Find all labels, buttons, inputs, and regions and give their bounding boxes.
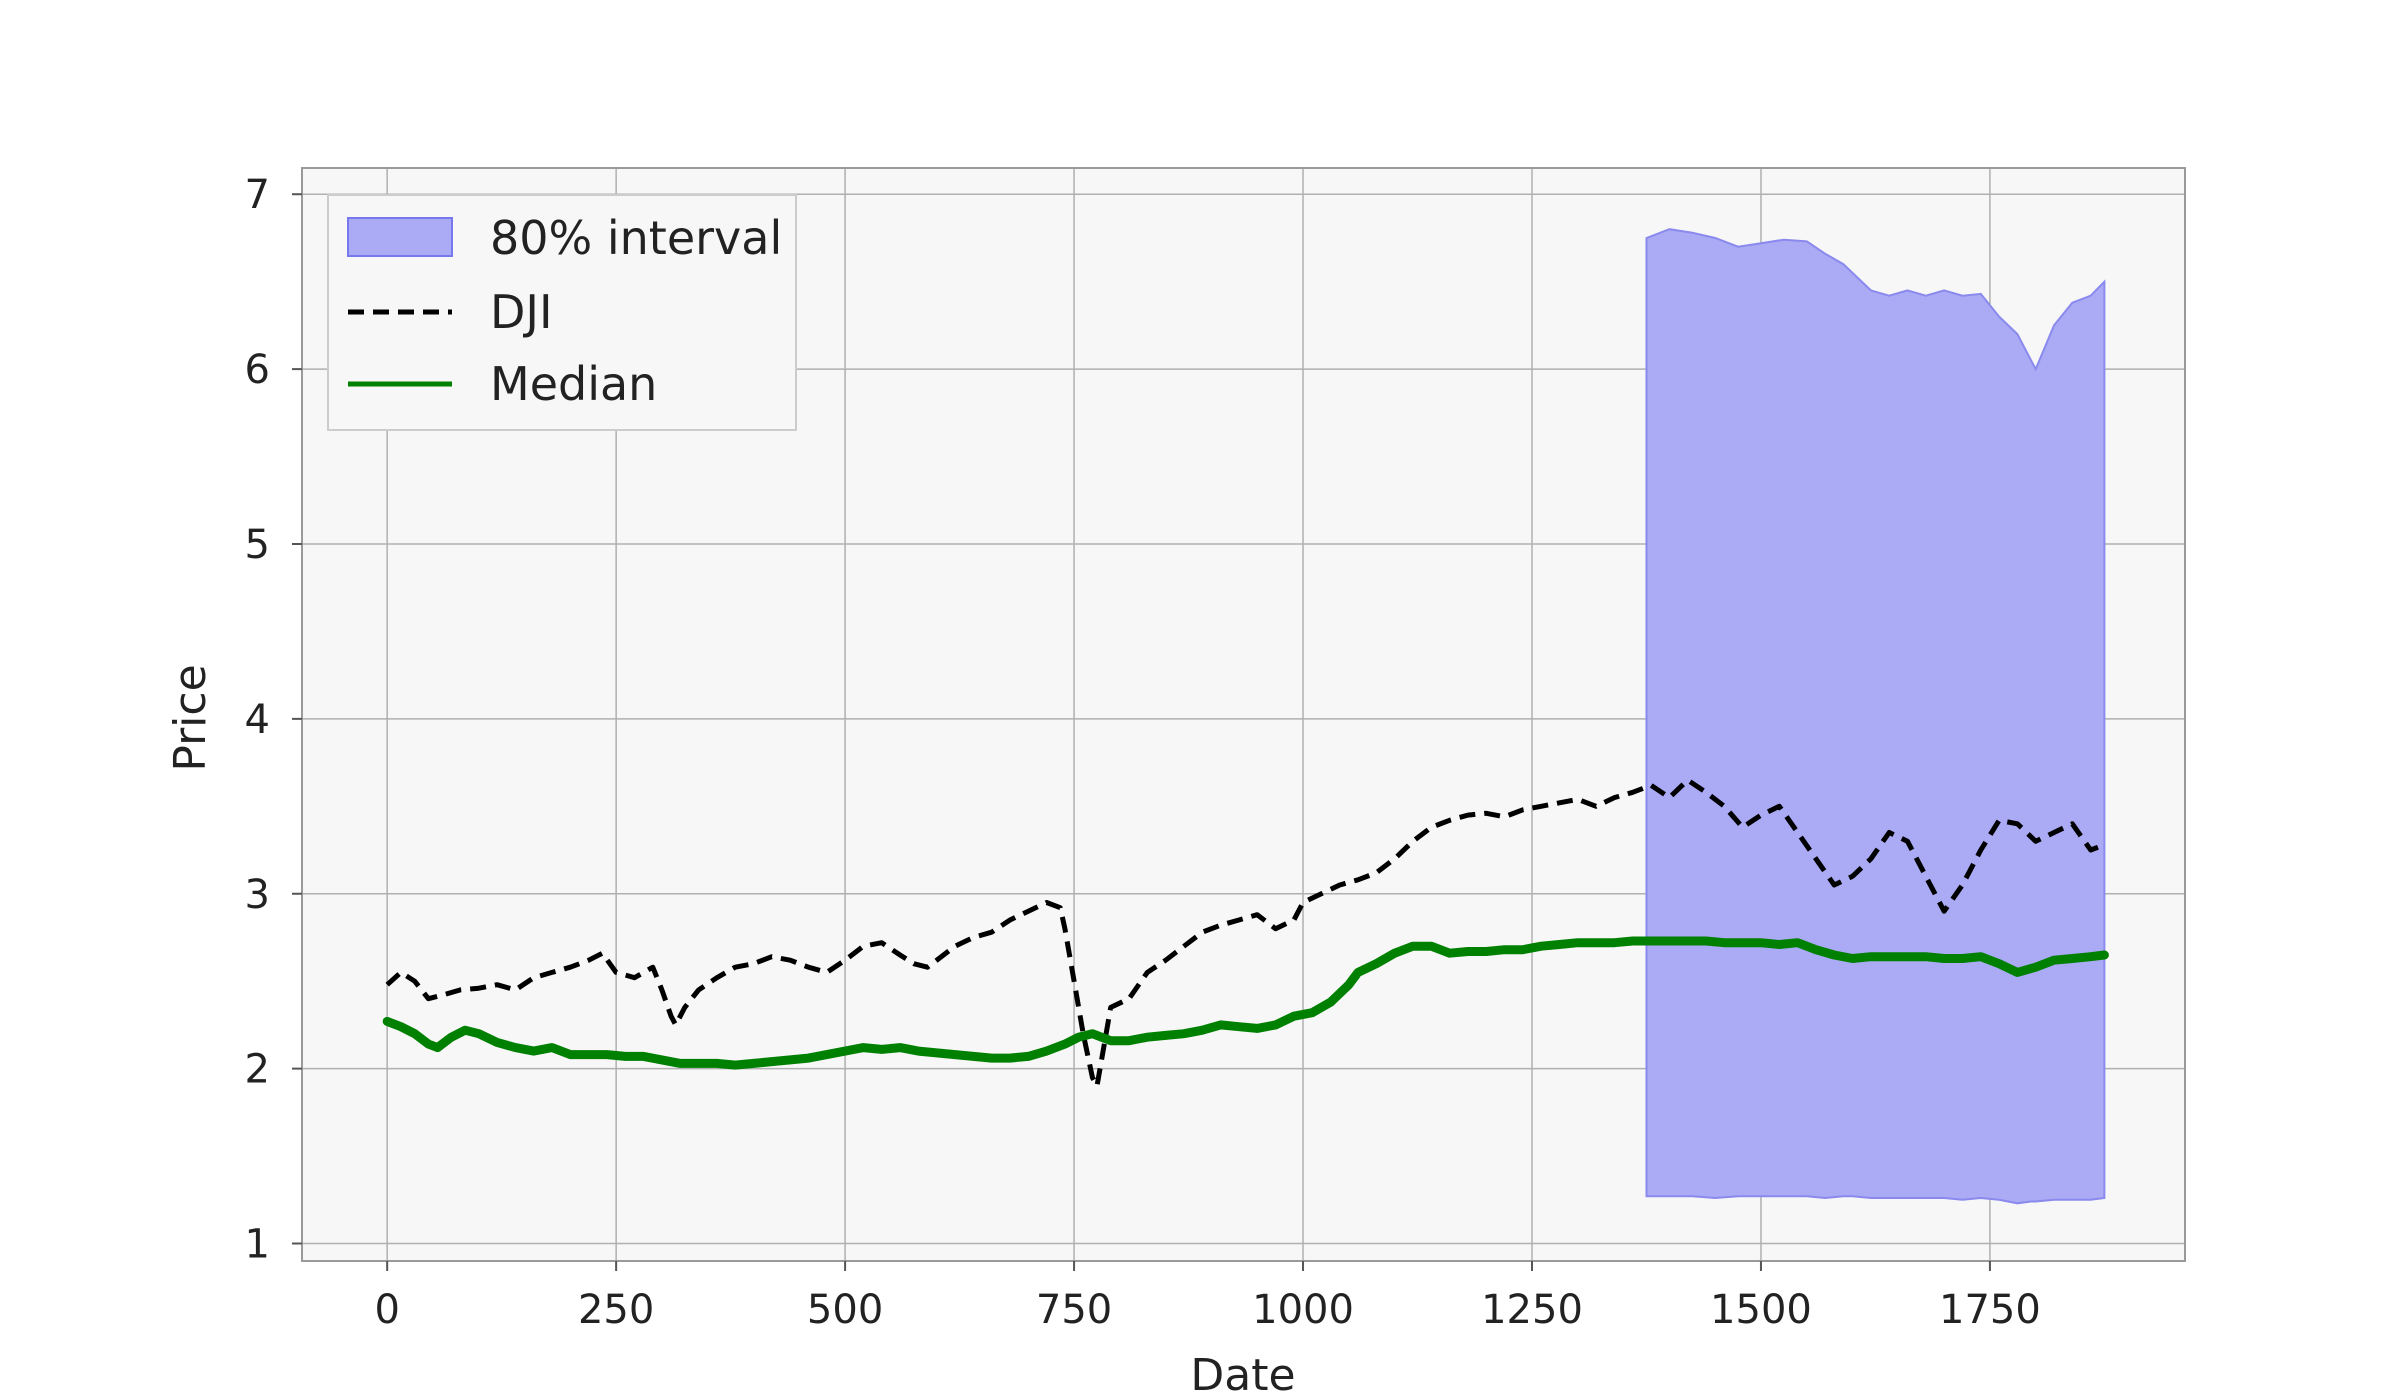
x-tick-label: 0 xyxy=(374,1287,399,1333)
y-tick-label: 5 xyxy=(245,522,270,568)
series-line-dji xyxy=(385,777,2106,1089)
legend-label-dji: DJI xyxy=(490,285,553,339)
y-tick-label: 3 xyxy=(245,872,270,918)
y-tick-label: 7 xyxy=(245,172,270,218)
y-tick-label: 4 xyxy=(245,697,270,743)
x-tick-label: 750 xyxy=(1036,1287,1112,1333)
x-tick-label: 1750 xyxy=(1939,1287,2041,1333)
interval-area xyxy=(1645,228,2106,1205)
y-tick-label: 6 xyxy=(245,347,270,393)
plot-frame xyxy=(301,167,2186,1262)
legend-swatch-interval xyxy=(347,217,453,257)
legend-label-median: Median xyxy=(490,357,657,411)
x-axis-label: Date xyxy=(1190,1350,1295,1400)
axis-ticks: 0 250 500 750 1000 1250 1500 1750 1 2 3 4 5 6 7 xyxy=(245,172,2041,1333)
x-tick-label: 1500 xyxy=(1710,1287,1812,1333)
y-axis-label: Price xyxy=(165,664,216,771)
x-tick-label: 1000 xyxy=(1252,1287,1354,1333)
interval-band xyxy=(1645,228,2106,1205)
x-tick-label: 1250 xyxy=(1481,1287,1583,1333)
series-line-median xyxy=(382,936,2109,1070)
x-tick-label: 500 xyxy=(807,1287,883,1333)
legend: 80% interval DJI Median xyxy=(327,194,797,431)
y-tick-label: 2 xyxy=(245,1047,270,1093)
x-tick-label: 250 xyxy=(578,1287,654,1333)
legend-label-interval: 80% interval xyxy=(490,211,782,265)
y-tick-label: 1 xyxy=(245,1222,270,1268)
series-lines xyxy=(382,777,2109,1089)
